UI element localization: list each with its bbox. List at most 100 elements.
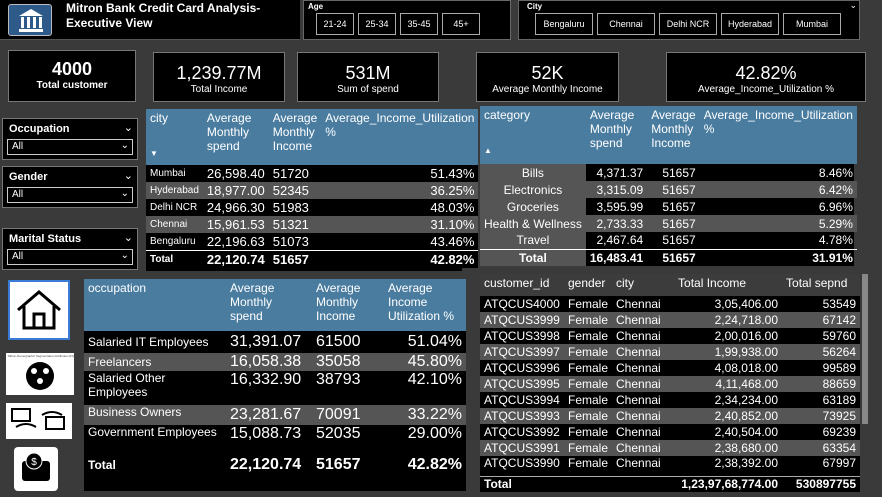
nav-home-button[interactable]: [8, 280, 70, 340]
column-header[interactable]: customer_id: [484, 276, 550, 290]
kpi-total-customer: 4000 Total customer: [8, 50, 136, 102]
wallet-icon: $: [22, 452, 50, 481]
column-header[interactable]: Average Monthly Income: [268, 109, 322, 165]
table-row[interactable]: Chennai 15,961.53 51321 31.10%: [146, 216, 479, 233]
table-row[interactable]: ATQCUS3991 Female Chennai 2,38,680.00 63354: [480, 440, 860, 456]
occupation-cell: Business Owners: [84, 405, 226, 425]
sort-asc-icon[interactable]: ▲: [484, 146, 492, 155]
column-header[interactable]: Average Monthly Income: [312, 279, 384, 331]
column-header[interactable]: Average Monthly Income: [647, 106, 700, 164]
spend-cell: 56264: [782, 344, 860, 360]
table-row[interactable]: Salaried IT Employees 31,391.07 61500 51…: [84, 331, 466, 353]
table-row[interactable]: Business Owners 23,281.67 70091 33.22%: [84, 405, 466, 425]
customer-id-cell: ATQCUS3996: [480, 360, 564, 376]
income-cell: 2,24,718.00: [674, 312, 783, 328]
table-row[interactable]: Bengaluru 22,196.63 51073 43.46%: [146, 233, 479, 250]
age-option-45-plus[interactable]: 45+: [442, 13, 480, 35]
column-header[interactable]: Average Monthly spend: [202, 109, 269, 165]
spend-cell: 99589: [782, 360, 860, 376]
column-header[interactable]: Average Monthly spend: [585, 106, 648, 164]
age-option-35-45[interactable]: 35-45: [400, 13, 438, 35]
total-gender: [564, 477, 612, 492]
column-header[interactable]: gender: [568, 276, 606, 290]
income-cell: 51720: [268, 165, 322, 182]
table-row[interactable]: Delhi NCR 24,966.30 51983 48.03%: [146, 199, 479, 216]
city-cell: Chennai: [612, 392, 675, 408]
table-row[interactable]: Mumbai 26,598.40 51720 51.43%: [146, 165, 479, 182]
column-header[interactable]: city: [616, 276, 635, 290]
column-header[interactable]: Total Income: [678, 276, 747, 290]
customer-id-cell: ATQCUS3997: [480, 344, 564, 360]
table-row[interactable]: ATQCUS3994 Female Chennai 2,34,234.00 63189: [480, 392, 860, 408]
occupation-cell: Freelancers: [84, 353, 226, 371]
column-header[interactable]: category ▲: [480, 106, 586, 164]
column-header[interactable]: Average_Income_Utilization %: [699, 106, 857, 164]
table-row[interactable]: Salaried Other Employees 16,332.90 38793…: [84, 371, 466, 405]
table-row[interactable]: Travel 2,467.64 51657 4.78%: [480, 232, 857, 249]
table-row[interactable]: ATQCUS3997 Female Chennai 1,99,938.00 56264: [480, 344, 860, 360]
kpi-average-monthly-income: 52K Average Monthly Income: [476, 52, 619, 102]
table-row[interactable]: Groceries 3,595.99 51657 6.96%: [480, 198, 857, 215]
city-slicer-dropdown-icon[interactable]: ⌄: [849, 0, 857, 10]
chevron-down-icon[interactable]: ⌄: [123, 170, 133, 182]
city-option-mumbai[interactable]: Mumbai: [783, 13, 841, 35]
table-row[interactable]: ATQCUS3999 Female Chennai 2,24,718.00 67142: [480, 312, 860, 328]
city-cell: Chennai: [146, 216, 203, 233]
utilization-cell: 6.42%: [699, 181, 857, 198]
city-option-bengaluru[interactable]: Bengaluru: [535, 13, 593, 35]
city-cell: Hyderabad: [146, 182, 203, 199]
category-cell: Groceries: [480, 198, 586, 215]
income-cell: 51657: [647, 215, 700, 232]
occupation-dropdown[interactable]: All ⌄: [7, 139, 133, 155]
nav-demographic-button[interactable]: Mitron Demographic Segmentation Attribut…: [6, 353, 74, 395]
income-cell: 52035: [312, 425, 384, 455]
customer-id-cell: ATQCUS3992: [480, 424, 564, 440]
table-row[interactable]: Government Employees 15,088.73 52035 29.…: [84, 425, 466, 455]
income-cell: 51983: [268, 199, 322, 216]
table-row[interactable]: Hyderabad 18,977.00 52345 36.25%: [146, 182, 479, 199]
city-option-hyderabad[interactable]: Hyderabad: [721, 13, 779, 35]
column-header[interactable]: Average_Income_Utilization %: [321, 109, 479, 165]
age-option-25-34[interactable]: 25-34: [358, 13, 396, 35]
table-row[interactable]: ATQCUS4000 Female Chennai 3,05,406.00 53549: [480, 296, 860, 312]
spend-cell: 2,733.33: [585, 215, 648, 232]
table-row[interactable]: ATQCUS3998 Female Chennai 2,00,016.00 59760: [480, 328, 860, 344]
nav-wallet-button[interactable]: $: [14, 447, 58, 491]
utilization-cell: 51.43%: [321, 165, 479, 182]
customer-id-cell: ATQCUS3995: [480, 376, 564, 392]
occupation-filter: Occupation All ⌄ ⌄: [2, 118, 138, 160]
table-row[interactable]: ATQCUS3993 Female Chennai 2,40,852.00 73925: [480, 408, 860, 424]
header-bar: Mitron Bank Credit Card Analysis- Execut…: [0, 0, 300, 40]
gender-dropdown[interactable]: All ⌄: [7, 187, 133, 203]
column-header[interactable]: Average Monthly spend: [226, 279, 312, 331]
table-row[interactable]: Electronics 3,315.09 51657 6.42%: [480, 181, 857, 198]
city-option-delhi-ncr[interactable]: Delhi NCR: [659, 13, 717, 35]
marital-status-dropdown[interactable]: All ⌄: [7, 249, 133, 265]
sort-desc-icon[interactable]: ▼: [150, 149, 158, 158]
customer-table-scrollbar[interactable]: [862, 274, 868, 424]
spend-cell: 23,281.67: [226, 405, 312, 425]
column-header[interactable]: city ▼: [146, 109, 203, 165]
gender-cell: Female: [564, 376, 613, 392]
table-row[interactable]: Health & Wellness 2,733.33 51657 5.29%: [480, 215, 857, 232]
chevron-down-icon[interactable]: ⌄: [123, 122, 133, 134]
utilization-cell: 43.46%: [321, 233, 479, 250]
table-row[interactable]: ATQCUS3995 Female Chennai 4,11,468.00 88659: [480, 376, 860, 392]
city-option-chennai[interactable]: Chennai: [597, 13, 655, 35]
total-utilization: 42.82%: [321, 250, 479, 268]
spend-cell: 2,467.64: [596, 233, 644, 248]
table-row[interactable]: ATQCUS3996 Female Chennai 4,08,018.00 99589: [480, 360, 860, 376]
age-option-21-24[interactable]: 21-24: [316, 13, 354, 35]
table-row[interactable]: Bills 4,371.37 51657 8.46%: [480, 164, 857, 181]
table-row[interactable]: ATQCUS3990 Female Chennai 2,38,392.00 67997: [480, 456, 860, 470]
bank-logo-icon: [8, 4, 52, 36]
chevron-down-icon[interactable]: ⌄: [123, 232, 133, 244]
column-header[interactable]: Total sepnd: [786, 276, 848, 290]
gender-cell: Female: [564, 392, 613, 408]
table-row[interactable]: ATQCUS3992 Female Chennai 2,40,504.00 69239: [480, 424, 860, 440]
column-header[interactable]: occupation: [84, 279, 226, 331]
nav-payment-button[interactable]: [6, 403, 72, 439]
table-row[interactable]: Freelancers 16,058.38 35058 45.80%: [84, 353, 466, 371]
column-header[interactable]: Average Income Utilization %: [384, 279, 466, 331]
category-cell: Electronics: [480, 181, 586, 198]
